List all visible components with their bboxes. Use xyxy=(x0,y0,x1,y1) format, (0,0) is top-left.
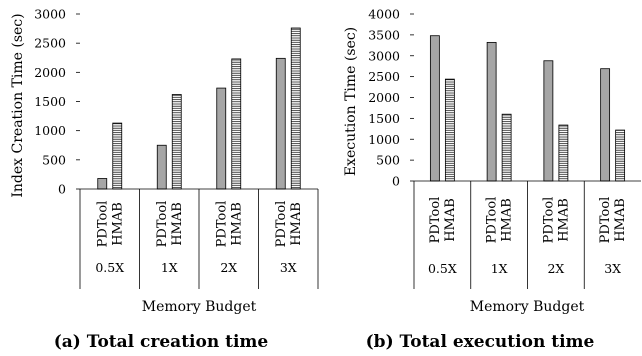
category-label: 3X xyxy=(280,260,297,275)
bar-hmab-0.5X xyxy=(112,122,123,190)
y-tick-label: 1000 xyxy=(368,132,400,147)
bar-pdtool-0.5X xyxy=(97,178,108,190)
series-label-hmab: HMAB xyxy=(443,198,458,242)
y-tick-label: 2500 xyxy=(34,36,66,51)
y-tick-label: 3000 xyxy=(368,48,400,63)
x-axis-title: Memory Budget xyxy=(470,299,585,315)
series-label-pdtool: PDTool xyxy=(274,201,289,248)
series-label-hmab: HMAB xyxy=(500,198,515,242)
category-label: 0.5X xyxy=(95,260,124,275)
y-tick-label: 2000 xyxy=(34,65,66,80)
bar-pdtool-3X xyxy=(600,68,611,182)
category-label: 0.5X xyxy=(428,261,457,276)
bar-hmab-2X xyxy=(558,124,569,182)
y-tick-label: 3500 xyxy=(368,27,400,42)
chart-a: 0 500 1000 1500 2000 2500 3000 Index Creation T… xyxy=(10,7,319,352)
bar-pdtool-3X xyxy=(275,57,286,190)
y-tick-label: 0 xyxy=(58,182,66,197)
category-label: 1X xyxy=(491,261,508,276)
bar-pdtool-0.5X xyxy=(429,35,440,182)
category-label: 1X xyxy=(161,260,178,275)
y-tick-label: 0 xyxy=(392,174,400,189)
bar-pdtool-1X xyxy=(156,144,167,190)
series-label-hmab: HMAB xyxy=(110,202,125,246)
chart-caption: (a) Total creation time xyxy=(54,332,269,352)
category-label: 2X xyxy=(220,260,237,275)
series-label-pdtool: PDTool xyxy=(214,201,229,248)
y-tick-label: 1000 xyxy=(34,123,66,138)
x-axis-title: Memory Budget xyxy=(142,299,257,315)
series-label-hmab: HMAB xyxy=(556,198,571,242)
series-label-pdtool: PDTool xyxy=(485,197,500,244)
y-axis-title: Execution Time (sec) xyxy=(343,27,359,176)
series-label-hmab: HMAB xyxy=(613,198,628,242)
y-tick-label: 1500 xyxy=(368,111,400,126)
y-tick-label: 3000 xyxy=(34,7,66,22)
series-label-pdtool: PDTool xyxy=(155,201,170,248)
y-tick-label: 1500 xyxy=(34,94,66,109)
y-tick-label: 2000 xyxy=(368,90,400,105)
category-label: 2X xyxy=(547,261,564,276)
bar-pdtool-1X xyxy=(486,41,497,182)
series-label-pdtool: PDTool xyxy=(428,197,443,244)
y-tick-label: 4000 xyxy=(368,7,400,22)
y-tick-label: 500 xyxy=(42,152,66,167)
bar-hmab-1X xyxy=(171,94,182,190)
bar-hmab-1X xyxy=(501,113,512,182)
series-label-hmab: HMAB xyxy=(170,202,185,246)
y-axis-title: Index Creation Time (sec) xyxy=(10,13,26,197)
series-label-hmab: HMAB xyxy=(229,202,244,246)
bar-hmab-3X xyxy=(615,129,626,182)
bar-pdtool-2X xyxy=(216,87,227,190)
bar-pdtool-2X xyxy=(543,60,554,182)
series-label-pdtool: PDTool xyxy=(598,197,613,244)
y-tick-label: 500 xyxy=(376,153,400,168)
chart-b: 0 500 1000 1500 2000 2500 3000 3500 4000 Executio… xyxy=(343,7,641,352)
bar-hmab-0.5X xyxy=(444,78,455,182)
series-label-hmab: HMAB xyxy=(289,202,304,246)
series-label-pdtool: PDTool xyxy=(95,201,110,248)
bar-hmab-2X xyxy=(231,58,242,190)
category-label: 3X xyxy=(604,261,621,276)
chart-caption: (b) Total execution time xyxy=(366,332,595,352)
series-label-pdtool: PDTool xyxy=(541,197,556,244)
y-tick-label: 2500 xyxy=(368,69,400,84)
bar-hmab-3X xyxy=(290,27,301,190)
